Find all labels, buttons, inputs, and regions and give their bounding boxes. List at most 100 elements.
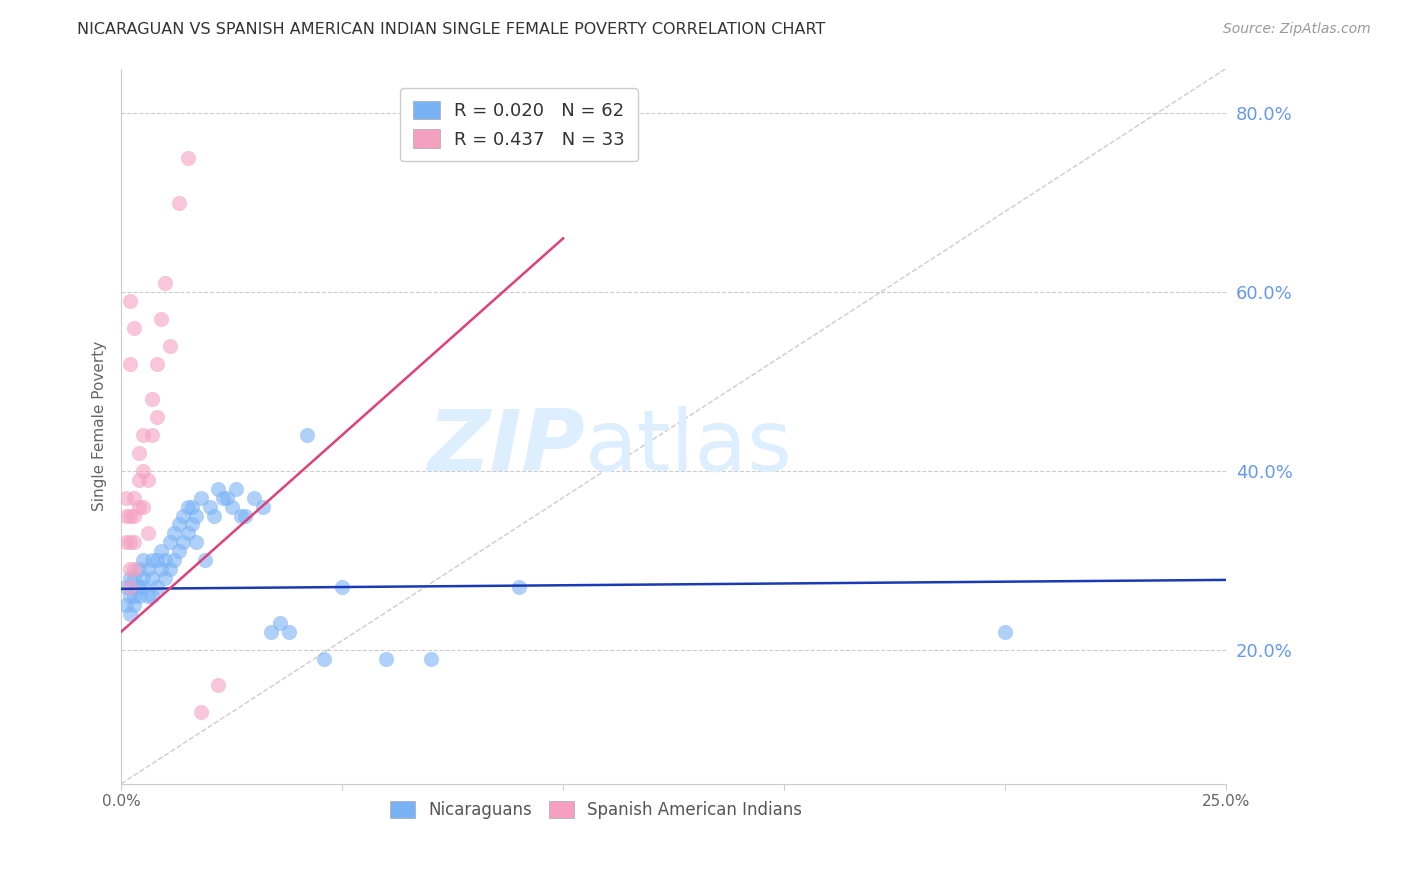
Point [314,651,336,665]
Point [120,535,142,549]
Point [128,473,150,487]
Point [124,571,146,585]
Point [186,508,208,523]
Point [124,491,146,505]
Point [132,580,155,594]
Point [278,624,301,639]
Point [128,500,150,514]
Point [994,624,1017,639]
Point [163,526,186,541]
Point [159,535,181,549]
Point [375,651,398,665]
Point [508,580,530,594]
Point [114,508,136,523]
Point [114,598,136,612]
Point [132,500,155,514]
Point [202,508,225,523]
Point [176,500,198,514]
Point [124,320,146,334]
Point [114,535,136,549]
Point [269,615,291,630]
Y-axis label: Single Female Poverty: Single Female Poverty [93,341,107,511]
Point [120,508,142,523]
Point [207,482,229,496]
Text: atlas: atlas [585,406,793,489]
Point [128,562,150,576]
Point [252,500,274,514]
Point [181,517,204,532]
Point [260,624,283,639]
Point [186,535,208,549]
Point [120,607,142,621]
Point [155,571,177,585]
Point [136,562,159,576]
Point [155,553,177,567]
Point [159,339,181,353]
Point [136,473,159,487]
Point [114,580,136,594]
Point [141,571,163,585]
Point [141,553,163,567]
Point [124,535,146,549]
Point [120,562,142,576]
Point [124,562,146,576]
Point [132,571,155,585]
Point [172,535,194,549]
Point [120,571,142,585]
Point [159,562,181,576]
Point [132,553,155,567]
Text: NICARAGUAN VS SPANISH AMERICAN INDIAN SINGLE FEMALE POVERTY CORRELATION CHART: NICARAGUAN VS SPANISH AMERICAN INDIAN SI… [77,22,825,37]
Point [128,446,150,460]
Point [128,589,150,603]
Point [221,500,243,514]
Point [124,589,146,603]
Legend: Nicaraguans, Spanish American Indians: Nicaraguans, Spanish American Indians [384,794,808,825]
Point [120,293,142,308]
Point [150,311,173,326]
Point [295,428,318,442]
Point [120,589,142,603]
Point [155,276,177,290]
Point [145,580,167,594]
Point [136,589,159,603]
Point [128,580,150,594]
Point [233,508,256,523]
Point [141,589,163,603]
Point [419,651,441,665]
Point [150,544,173,558]
Point [136,526,159,541]
Point [141,392,163,407]
Point [124,508,146,523]
Point [194,553,217,567]
Point [190,705,212,719]
Point [167,544,190,558]
Point [145,357,167,371]
Point [150,562,173,576]
Point [114,491,136,505]
Point [176,151,198,165]
Point [225,482,247,496]
Point [198,500,221,514]
Point [176,526,198,541]
Point [330,580,353,594]
Point [124,598,146,612]
Point [172,508,194,523]
Point [190,491,212,505]
Point [132,464,155,478]
Point [212,491,235,505]
Point [181,500,204,514]
Point [163,553,186,567]
Point [167,517,190,532]
Point [167,195,190,210]
Point [120,580,142,594]
Point [243,491,266,505]
Point [141,428,163,442]
Text: ZIP: ZIP [427,406,585,489]
Point [217,491,239,505]
Point [207,678,229,692]
Point [145,553,167,567]
Text: Source: ZipAtlas.com: Source: ZipAtlas.com [1223,22,1371,37]
Point [229,508,252,523]
Point [145,410,167,425]
Point [132,428,155,442]
